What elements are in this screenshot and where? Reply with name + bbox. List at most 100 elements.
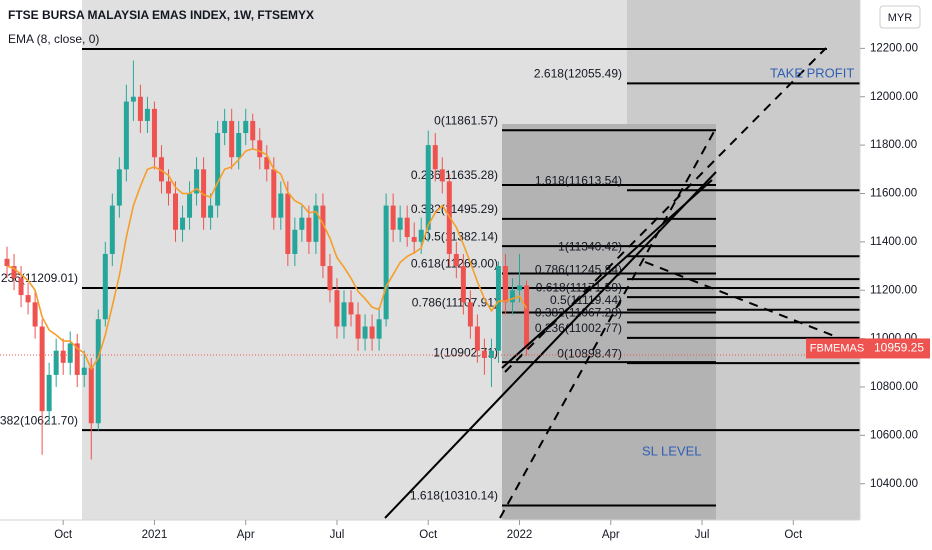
x-tick-label: Jul: [695, 529, 710, 541]
candle-body: [32, 302, 38, 327]
candle-body: [453, 253, 459, 267]
candle-body: [383, 205, 389, 320]
candle-body: [4, 258, 10, 267]
candle-body: [95, 319, 101, 424]
candle-body: [18, 278, 24, 296]
fib-label: 0.236(11002.77): [535, 321, 622, 335]
candle-body: [439, 169, 445, 182]
price-label: 10959.25: [874, 341, 924, 355]
x-tick-label: Jul: [330, 529, 345, 541]
annotation: SL LEVEL: [642, 443, 702, 458]
candle-body: [123, 101, 129, 170]
fib-label: 0.5(11119.44): [550, 293, 622, 307]
annotation: TAKE PROFIT: [770, 65, 854, 80]
indicator-label: EMA (8, close, 0): [8, 32, 99, 46]
candle-body: [271, 169, 277, 218]
price-tag: [868, 338, 930, 359]
y-tick-label: 10600.00: [870, 429, 918, 441]
fib-label: 0.382(11067.29): [535, 306, 622, 320]
y-tick-label: 11400.00: [870, 236, 917, 248]
candle-body: [222, 120, 228, 134]
candle-body: [517, 285, 523, 291]
y-tick-label: 10400.00: [870, 478, 918, 490]
candle-body: [425, 145, 431, 230]
fib-label: 0.618(11171.59): [536, 280, 622, 294]
trend-line: [504, 47, 827, 373]
plot-area: 0.236(11209.01)0.382(10621.70)0(11861.57…: [0, 0, 860, 520]
candle-body: [524, 285, 530, 349]
candle-body: [208, 205, 214, 218]
candle-body: [137, 96, 143, 121]
candle-body: [467, 302, 473, 327]
fib-label: 2.618(12055.49): [534, 66, 622, 80]
candle-body: [306, 217, 312, 242]
candle-body: [418, 229, 424, 242]
candle-body: [390, 205, 396, 230]
candle-body: [74, 343, 80, 375]
currency[interactable]: MYR: [888, 12, 913, 24]
candle-body: [404, 217, 410, 238]
trend-line: [499, 127, 717, 519]
candle-body: [236, 133, 242, 158]
candle-body: [88, 367, 94, 424]
candle-body: [397, 217, 403, 230]
candle-body: [243, 120, 249, 134]
candle-body: [201, 169, 207, 218]
candle-body: [158, 157, 164, 182]
candle-body: [376, 319, 382, 339]
candle-body: [187, 193, 193, 218]
candle-body: [194, 169, 200, 194]
candle-body: [474, 326, 480, 351]
candle-body: [109, 205, 115, 254]
candle-body: [481, 350, 487, 358]
fib-label: 0.382(10621.70): [0, 413, 78, 427]
fib-label: 1.618(11613.54): [535, 173, 622, 187]
candle-body: [488, 350, 494, 358]
symbol-label: FBMEMAS: [810, 342, 864, 354]
candle-body: [60, 350, 66, 363]
candle-body: [53, 350, 59, 375]
candle-body: [250, 120, 256, 141]
x-tick-label: Apr: [237, 529, 255, 541]
candle-body: [341, 302, 347, 327]
candle-body: [299, 217, 305, 230]
candle-body: [362, 326, 368, 339]
candle-body: [151, 108, 157, 158]
trend-line: [384, 171, 717, 519]
candle-body: [173, 193, 179, 230]
candle-body: [334, 290, 340, 327]
candle-body: [432, 145, 438, 170]
y-tick-label: 12200.00: [870, 42, 918, 54]
candle-body: [285, 193, 291, 254]
currency-box[interactable]: [879, 5, 921, 29]
y-tick-label: 10800.00: [870, 381, 918, 393]
candle-body: [327, 266, 333, 291]
candle-body: [264, 157, 270, 170]
y-tick-label: 11600.00: [870, 188, 917, 200]
x-tick-label: Apr: [602, 529, 620, 541]
candle-body: [460, 266, 466, 303]
candle-body: [165, 181, 171, 194]
fib-label: 0.236(11635.28): [411, 168, 498, 182]
y-tick-label: 12000.00: [870, 91, 918, 103]
candle-body: [313, 205, 319, 242]
candle-body: [369, 326, 375, 339]
candle-body: [278, 193, 284, 218]
candle-body: [39, 326, 45, 412]
x-tick-label: 2022: [507, 529, 533, 541]
candle-body: [348, 302, 354, 315]
y-tick-label: 11800.00: [870, 139, 917, 151]
candle-body: [25, 295, 31, 303]
y-tick-label: 11200.00: [870, 284, 917, 296]
candle-body: [509, 290, 515, 303]
candle-body: [495, 266, 501, 351]
candle-body: [355, 314, 361, 339]
candle-body: [81, 367, 87, 375]
x-tick-label: 2021: [142, 529, 168, 541]
trend-line: [501, 179, 713, 369]
candle-body: [144, 108, 150, 121]
candle-body: [67, 343, 73, 363]
fib-label: 0.5(11382.14): [424, 229, 498, 243]
candle-body: [46, 374, 52, 412]
